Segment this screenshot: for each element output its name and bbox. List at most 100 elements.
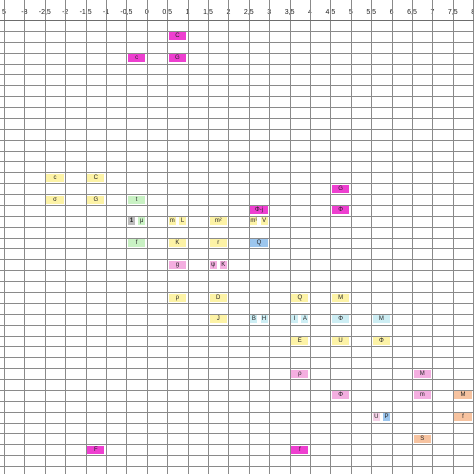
grid-row-line [0, 31, 474, 32]
colored-cell[interactable]: f [291, 445, 309, 454]
colored-cell[interactable]: ρ [168, 293, 187, 302]
colored-cell[interactable]: A [301, 315, 309, 324]
column-header-label: -2,5 [39, 9, 51, 16]
grid-row-line [0, 74, 474, 75]
grid-row-line [0, 53, 474, 54]
colored-cell[interactable]: C [168, 32, 187, 41]
colored-cell[interactable]: F [87, 445, 105, 454]
column-header-label: 1 [186, 9, 190, 16]
colored-cell[interactable]: Q [250, 239, 268, 248]
colored-cell[interactable]: M [454, 391, 472, 400]
colored-cell[interactable]: C [87, 173, 105, 182]
colored-cell[interactable]: P [382, 413, 391, 422]
colored-cell[interactable]: G [331, 184, 350, 193]
colored-cell[interactable]: m [413, 391, 431, 400]
colored-cell[interactable]: B [250, 315, 258, 324]
colored-cell[interactable]: U [331, 337, 350, 346]
grid-row-line [0, 423, 474, 424]
colored-cell[interactable]: Φ [331, 315, 350, 324]
grid-row-line [0, 161, 474, 162]
colored-cell[interactable]: I [291, 315, 299, 324]
grid-column-line [208, 0, 209, 474]
colored-cell[interactable]: K [219, 260, 227, 269]
grid-row-line [0, 292, 474, 293]
colored-cell[interactable]: E [291, 337, 309, 346]
column-header-label: 0 [145, 9, 149, 16]
colored-cell[interactable]: G [168, 54, 187, 63]
grid-column-line [371, 0, 372, 474]
grid-column-line [86, 0, 87, 474]
colored-cell[interactable]: r [209, 239, 227, 248]
colored-cell[interactable]: μ [138, 217, 146, 226]
column-header-label: 8 [471, 9, 474, 16]
colored-cell[interactable]: M [413, 369, 431, 378]
colored-cell[interactable]: c [127, 54, 146, 63]
grid-column-line [269, 0, 270, 474]
colored-cell[interactable]: Q [291, 293, 309, 302]
colored-cell[interactable]: f [127, 239, 146, 248]
colored-cell[interactable]: S [413, 434, 431, 443]
colored-cell[interactable]: m [168, 217, 176, 226]
colored-cell[interactable]: V [260, 217, 268, 226]
colored-cell[interactable]: Φ [331, 206, 350, 215]
colored-cell[interactable]: G [87, 195, 105, 204]
grid-row-line [0, 346, 474, 347]
grid-row-line [0, 140, 474, 141]
grid-row-line [0, 42, 474, 43]
colored-cell[interactable]: c [46, 173, 64, 182]
colored-cell[interactable]: f [454, 413, 472, 422]
column-header-label: -1,5 [80, 9, 92, 16]
colored-cell[interactable]: t [127, 195, 146, 204]
grid-row-line [0, 357, 474, 358]
colored-cell[interactable]: 1 [127, 217, 136, 226]
colored-cell[interactable]: m³ [250, 217, 258, 226]
grid-row-line [0, 172, 474, 173]
grid-row-line [0, 64, 474, 65]
colored-cell[interactable]: D [209, 293, 227, 302]
grid-row-line [0, 379, 474, 380]
colored-cell[interactable]: J [209, 315, 227, 324]
grid-column-line [45, 0, 46, 474]
grid-row-line [0, 270, 474, 271]
colored-cell[interactable]: Φ [331, 391, 350, 400]
colored-cell[interactable]: ψ [209, 260, 217, 269]
grid-column-line [147, 0, 148, 474]
colored-cell[interactable]: σ [46, 195, 64, 204]
colored-cell[interactable]: g [168, 260, 187, 269]
grid-row-line [0, 412, 474, 413]
grid-column-line [310, 0, 311, 474]
grid-column-line [290, 0, 291, 474]
grid-row-line [0, 216, 474, 217]
grid-row-line [0, 183, 474, 184]
grid-column-line [126, 0, 127, 474]
grid-row-line [0, 227, 474, 228]
colored-cell[interactable]: Φ [372, 337, 391, 346]
colored-cell[interactable]: L [178, 217, 187, 226]
colored-cell[interactable]: M [372, 315, 391, 324]
colored-cell[interactable]: m² [209, 217, 227, 226]
grid-column-line [412, 0, 413, 474]
grid-column-line [106, 0, 107, 474]
grid-row-line [0, 433, 474, 434]
grid-row-line [0, 238, 474, 239]
grid-column-line [432, 0, 433, 474]
grid-column-line [65, 0, 66, 474]
grid-row-line [0, 107, 474, 108]
colored-cell[interactable]: Φ-j [250, 206, 268, 215]
grid-row-line [0, 259, 474, 260]
grid-row-line [0, 129, 474, 130]
grid-column-line [249, 0, 250, 474]
colored-cell[interactable]: K [168, 239, 187, 248]
column-header-label: 3,5 [285, 9, 295, 16]
grid-column-line [228, 0, 229, 474]
grid-column-line [188, 0, 189, 474]
grid-row-line [0, 281, 474, 282]
colored-cell[interactable]: M [331, 293, 350, 302]
grid-row-line [0, 401, 474, 402]
colored-cell[interactable]: U [372, 413, 380, 422]
column-header-label: 5 [349, 9, 353, 16]
colored-cell[interactable]: ρ [291, 369, 309, 378]
grid-row-line [0, 325, 474, 326]
colored-cell[interactable]: H [260, 315, 268, 324]
